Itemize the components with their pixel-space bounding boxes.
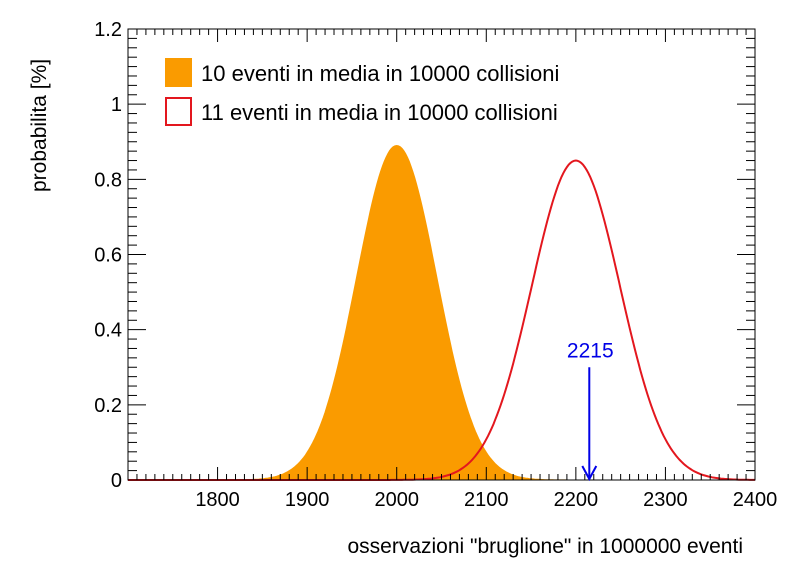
y-tick-label: 0.6	[94, 245, 122, 267]
annotation-label: 2215	[567, 339, 614, 362]
x-tick-label: 2200	[554, 489, 599, 511]
y-tick-label: 1.2	[94, 19, 122, 41]
legend-swatch-2	[165, 97, 192, 126]
x-tick-label: 1900	[285, 489, 330, 511]
y-tick-label: 1	[111, 94, 122, 116]
x-tick-label: 2000	[374, 489, 419, 511]
legend-label-1: 10 eventi in media in 10000 collisioni	[201, 61, 559, 86]
annotation-layer: 2215	[567, 339, 614, 482]
legend: 10 eventi in media in 10000 collisioni 11…	[165, 58, 559, 126]
x-tick-label: 1800	[195, 489, 240, 511]
y-tick-label: 0.4	[94, 320, 122, 342]
y-tick-label: 0.2	[94, 395, 122, 417]
y-axis-title: probabilita [%]	[28, 59, 51, 192]
y-tick-label: 0	[111, 470, 122, 492]
x-tick-label: 2400	[733, 489, 778, 511]
x-tick-label: 2300	[643, 489, 688, 511]
legend-swatch-1	[165, 58, 192, 87]
y-tick-label: 0.8	[94, 169, 122, 191]
annotation-arrow-head	[581, 465, 598, 482]
series-layer	[128, 144, 755, 481]
x-axis-title: osservazioni "bruglione" in 1000000 even…	[347, 535, 743, 558]
legend-label-2: 11 eventi in media in 10000 collisioni	[201, 100, 558, 125]
axes-layer: 1800 1900 2000 2100 2200 2300 2400 0 0.2 0.4 0.6 0.…	[94, 19, 777, 511]
x-tick-label: 2100	[464, 489, 509, 511]
